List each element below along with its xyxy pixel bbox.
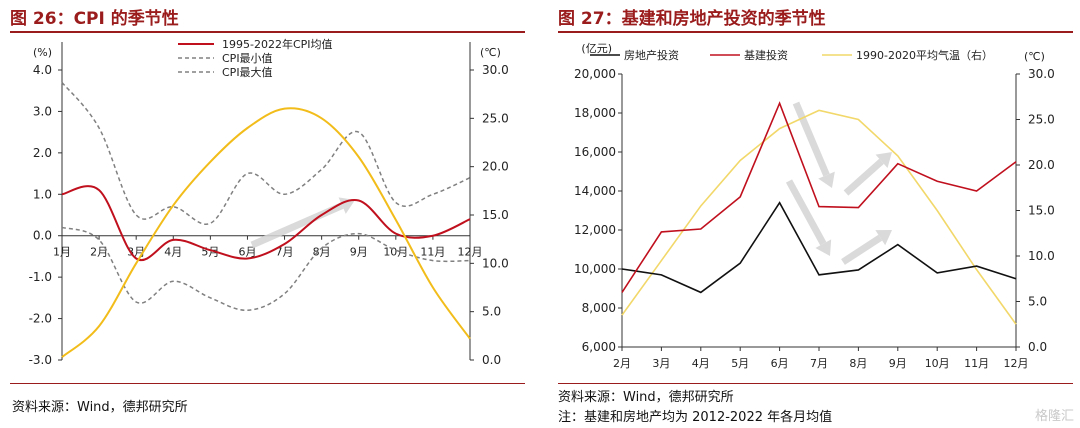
x-axis-tick-label: 11月: [420, 246, 445, 259]
right-axis-tick-label: 0.0: [1028, 340, 1047, 354]
right-axis-unit: (℃): [480, 46, 501, 59]
legend-label: 基建投资: [744, 48, 788, 62]
legend-label: CPI最大值: [222, 65, 273, 79]
right-axis-tick-label: 0.0: [482, 353, 501, 367]
right-axis-tick-label: 10.0: [1028, 249, 1055, 263]
right-axis-tick-label: 15.0: [482, 208, 509, 222]
left-axis-tick-label: 3.0: [33, 104, 52, 118]
left-axis-unit: (%): [33, 46, 52, 59]
right-axis-tick-label: 30.0: [482, 63, 509, 77]
legend-label: 1990-2020平均气温（右）: [856, 48, 993, 62]
left-axis-tick-label: 18,000: [574, 106, 616, 120]
trend-arrow: [792, 101, 835, 188]
x-axis-tick-label: 6月: [771, 357, 789, 370]
chart-1-svg: 4.0 3.0 2.0 1.0 0.0 -1.0 -2.0 -3.0 30.0 25.0 20.0 1…: [29, 37, 509, 367]
right-axis-tick-label: 15.0: [1028, 204, 1055, 218]
x-axis-tick-label: 7月: [810, 357, 828, 370]
left-axis-unit: (亿元): [581, 42, 612, 55]
x-axis-tick-label: 8月: [849, 357, 867, 370]
series-line-1: [61, 185, 471, 262]
left-axis-tick-label: 2.0: [33, 146, 52, 160]
right-axis-tick-label: 20.0: [482, 160, 509, 174]
left-axis-tick-label: 20,000: [574, 67, 616, 81]
right-axis-tick-label: 25.0: [482, 111, 509, 125]
trend-arrow: [785, 179, 832, 256]
x-axis-tick-label: 2月: [90, 246, 108, 259]
chart-1-title: 图 26：CPI 的季节性: [10, 9, 179, 29]
right-axis-unit: (℃): [1024, 50, 1045, 63]
chart-2-svg: 20,000 18,000 16,000 14,000 12,000 10,000 8,00…: [574, 42, 1055, 370]
left-axis-tick-label: -1.0: [29, 270, 52, 284]
series-line-2: [61, 226, 471, 312]
chart-2-title: 图 27：基建和房地产投资的季节性: [558, 9, 826, 29]
x-axis-tick-label: 8月: [313, 246, 331, 259]
right-axis-tick-label: 20.0: [1028, 158, 1055, 172]
series-line-4: [61, 107, 471, 358]
trend-arrow: [843, 152, 892, 196]
x-axis-tick-label: 1月: [53, 246, 71, 259]
x-axis-tick-label: 6月: [238, 246, 256, 259]
x-axis-tick-label: 9月: [350, 246, 368, 259]
chart-1-source: 资料来源：Wind，德邦研究所: [12, 400, 188, 415]
left-axis-tick-label: 6,000: [582, 340, 616, 354]
x-axis-tick-label: 5月: [731, 357, 749, 370]
left-axis-tick-label: 16,000: [574, 145, 616, 159]
series-line-3: [621, 109, 1017, 325]
x-axis-tick-label: 9月: [889, 357, 907, 370]
left-axis-tick-label: 14,000: [574, 184, 616, 198]
legend-label: 房地产投资: [624, 48, 679, 62]
series-line-1: [621, 201, 1017, 294]
x-axis-tick-label: 2月: [613, 357, 631, 370]
chart-2-source: 资料来源：Wind，德邦研究所: [558, 390, 734, 405]
watermark-logo: 格隆汇: [1034, 409, 1074, 424]
right-axis-tick-label: 5.0: [482, 305, 501, 319]
left-axis-tick-label: 4.0: [33, 63, 52, 77]
left-axis-tick-label: -3.0: [29, 353, 52, 367]
right-axis-tick-label: 25.0: [1028, 113, 1055, 127]
x-axis-tick-label: 12月: [458, 246, 483, 259]
right-axis-tick-label: 30.0: [1028, 67, 1055, 81]
left-axis-tick-label: -2.0: [29, 312, 52, 326]
x-axis-tick-label: 10月: [925, 357, 950, 370]
left-axis-tick-label: 0.0: [33, 229, 52, 243]
left-axis-tick-label: 1.0: [33, 187, 52, 201]
right-axis-tick-label: 10.0: [482, 256, 509, 270]
series-line-3: [61, 81, 471, 225]
chart-1-footer-rule: [10, 383, 525, 384]
x-axis-tick-label: 4月: [164, 246, 182, 259]
x-axis-tick-label: 7月: [276, 246, 294, 259]
chart-2-note: 注：基建和房地产均为 2012-2022 年各月均值: [558, 410, 833, 425]
left-axis-tick-label: 12,000: [574, 223, 616, 237]
x-axis-tick-label: 4月: [692, 357, 710, 370]
x-axis-tick-label: 12月: [1004, 357, 1029, 370]
chart-2-title-rule: [558, 31, 1073, 33]
legend-label: CPI最小值: [222, 52, 273, 65]
left-axis-tick-label: 10,000: [574, 262, 616, 276]
x-axis-tick-label: 10月: [383, 246, 408, 259]
left-axis-tick-label: 8,000: [582, 301, 616, 315]
chart-1-title-rule: [10, 31, 525, 33]
chart-2-footer-rule: [558, 383, 1073, 384]
trend-arrow: [841, 230, 892, 265]
right-axis-tick-label: 5.0: [1028, 295, 1047, 309]
legend-label: 1995-2022年CPI均值: [222, 37, 333, 51]
series-line-2: [621, 101, 1017, 293]
x-axis-tick-label: 11月: [964, 357, 989, 370]
x-axis-tick-label: 3月: [652, 357, 670, 370]
